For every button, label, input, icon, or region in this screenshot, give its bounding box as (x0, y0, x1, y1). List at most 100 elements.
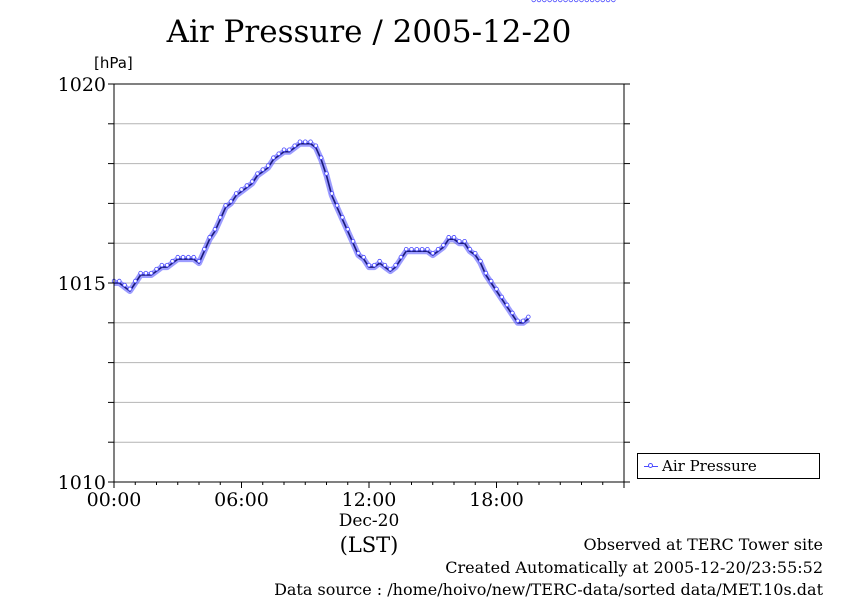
data-point (425, 246, 430, 252)
data-point (467, 246, 473, 252)
data-point (191, 254, 196, 260)
data-point (164, 262, 170, 268)
data-point (419, 246, 425, 252)
data-point (504, 302, 510, 308)
footer-created: Created Automatically at 2005-12-20/23:5… (445, 558, 823, 577)
data-point (202, 246, 207, 252)
data-point (552, 0, 558, 3)
data-point (345, 227, 350, 232)
data-point (186, 254, 191, 260)
data-point (589, 0, 595, 3)
data-point (127, 286, 133, 292)
x-tick-label: 18:00 (469, 489, 524, 511)
data-point (573, 0, 579, 3)
data-point (568, 0, 574, 3)
data-point (239, 187, 244, 192)
data-point (143, 270, 149, 276)
data-point (233, 191, 239, 196)
data-point (547, 0, 552, 3)
data-point (398, 254, 404, 260)
data-point (265, 163, 271, 168)
gridlines (114, 123, 624, 443)
data-point (244, 183, 250, 188)
data-point (223, 203, 228, 208)
data-point (563, 0, 568, 3)
data-point (600, 0, 605, 3)
data-point (584, 0, 590, 3)
data-point (430, 250, 435, 256)
data-point (287, 147, 292, 152)
data-point (558, 0, 563, 3)
data-point (324, 171, 329, 176)
data-point (318, 155, 324, 160)
footer-source: Data source : /home/hoivo/new/TERC-data/… (274, 580, 823, 599)
series-air-pressure (111, 0, 616, 326)
data-point (483, 270, 489, 276)
data-point (366, 262, 372, 268)
x-axis-date-label: Dec-20 (338, 511, 400, 531)
y-axis-unit-label: [hPa] (94, 54, 133, 72)
data-point (478, 258, 483, 264)
data-point (228, 199, 234, 204)
legend-marker-swatch (648, 463, 653, 468)
y-tick-label: 1015 (58, 273, 106, 295)
data-point (536, 0, 542, 3)
axis-ticks: 1010 1015 1020 00:00 06:00 12:00 18:00 (58, 74, 630, 511)
data-point (542, 0, 547, 3)
series-line (114, 142, 529, 324)
data-point (271, 155, 276, 160)
legend-label: Air Pressure (662, 457, 757, 475)
data-point (122, 282, 127, 288)
data-point (313, 143, 319, 148)
data-point (457, 238, 462, 244)
chart-title: Air Pressure / 2005-12-20 (166, 14, 572, 50)
x-axis-timezone-label: (LST) (339, 533, 399, 557)
data-point (340, 215, 345, 220)
data-point (117, 278, 122, 284)
data-point (170, 258, 175, 264)
data-point (138, 270, 143, 276)
data-point (446, 235, 451, 240)
data-point (382, 262, 388, 268)
data-point (409, 246, 414, 252)
series-band (114, 140, 531, 326)
data-point (361, 254, 366, 260)
data-point (451, 235, 457, 240)
data-point (510, 310, 515, 316)
data-point (499, 294, 505, 300)
data-point (154, 266, 159, 272)
data-point (520, 318, 526, 323)
data-point (579, 0, 584, 3)
data-point (303, 139, 308, 144)
data-point (350, 238, 356, 244)
data-point (180, 254, 186, 260)
data-point (403, 246, 409, 252)
data-point (488, 278, 494, 284)
y-tick-label: 1010 (58, 472, 106, 494)
data-point (159, 262, 165, 268)
data-point (441, 242, 446, 248)
data-point (531, 0, 536, 3)
data-point (249, 179, 255, 184)
x-tick-label: 06:00 (214, 489, 269, 511)
data-point (372, 262, 377, 268)
x-tick-label: 00:00 (87, 489, 142, 511)
data-point (388, 266, 393, 272)
data-point (260, 167, 265, 172)
data-point (218, 215, 223, 220)
data-point (334, 203, 340, 208)
data-point (148, 270, 154, 276)
data-point (356, 250, 361, 256)
data-point (526, 314, 531, 320)
data-point (462, 238, 467, 244)
data-point (255, 171, 260, 176)
data-point (377, 258, 382, 264)
data-point (133, 278, 138, 284)
data-point (473, 250, 478, 256)
data-point (196, 258, 202, 264)
data-point (281, 147, 287, 152)
data-point (308, 139, 313, 144)
data-point (611, 0, 616, 3)
data-point (393, 262, 398, 268)
